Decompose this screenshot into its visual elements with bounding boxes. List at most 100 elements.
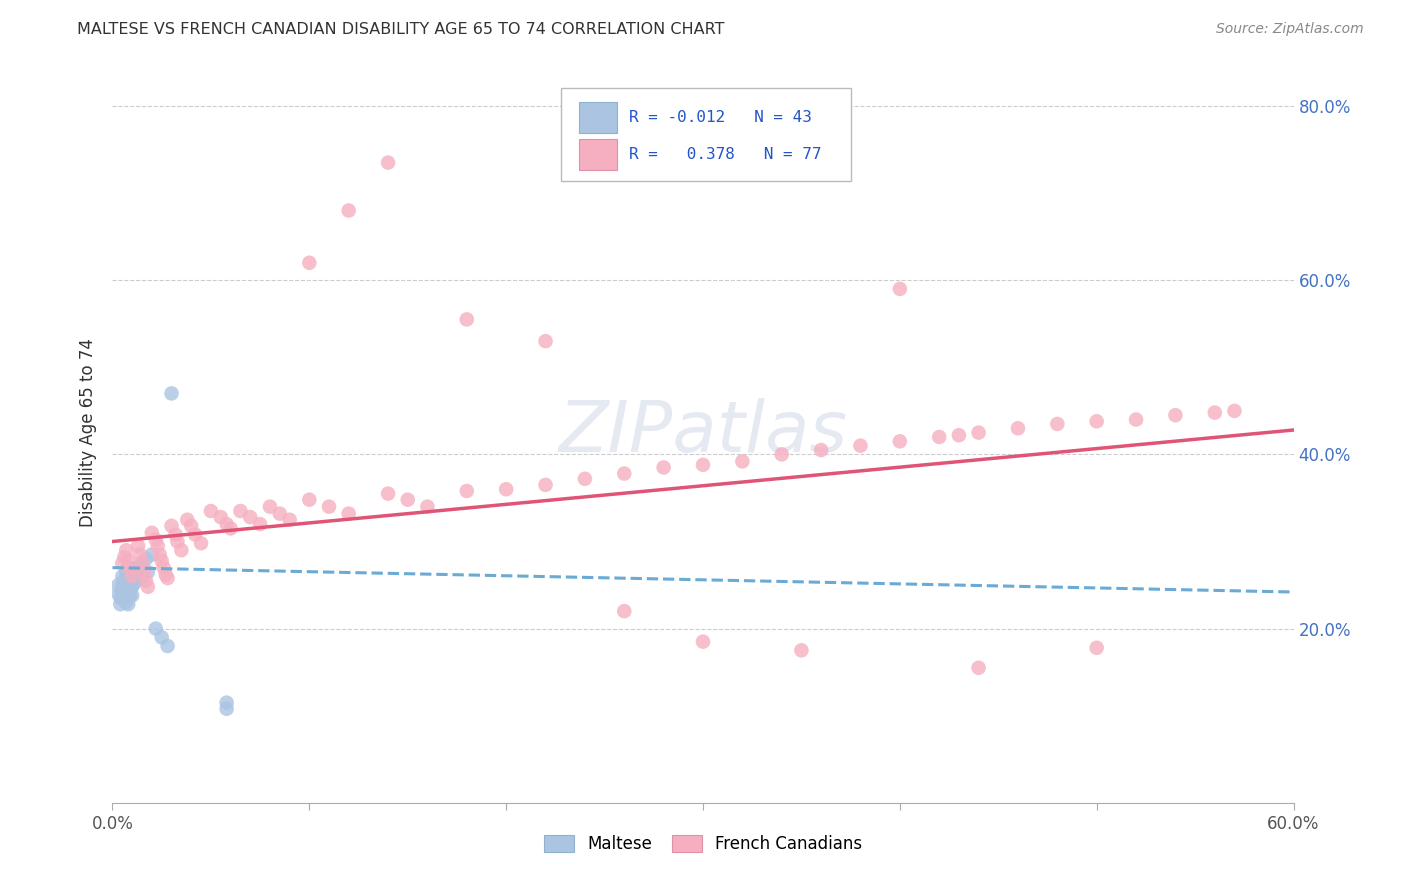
Point: [269, 507, 291, 521]
Point: [298, 492, 321, 507]
Point: [110, 597, 132, 611]
Point: [120, 571, 142, 585]
Point: [141, 525, 163, 540]
Text: ZIPatlas: ZIPatlas: [558, 398, 848, 467]
FancyBboxPatch shape: [579, 102, 617, 133]
Point: [121, 580, 143, 594]
Point: [120, 589, 142, 603]
Point: [215, 696, 238, 710]
Point: [928, 430, 950, 444]
Point: [152, 560, 174, 574]
Point: [770, 447, 793, 461]
Point: [111, 591, 134, 606]
Y-axis label: Disability Age 65 to 74: Disability Age 65 to 74: [79, 338, 97, 527]
Text: R = -0.012   N = 43: R = -0.012 N = 43: [628, 110, 811, 125]
Point: [125, 560, 148, 574]
Point: [132, 565, 155, 579]
Point: [155, 567, 177, 582]
Point: [111, 582, 134, 597]
Point: [149, 548, 172, 562]
Point: [456, 312, 478, 326]
Point: [416, 500, 439, 514]
Point: [810, 443, 832, 458]
Point: [111, 569, 134, 583]
FancyBboxPatch shape: [579, 138, 617, 169]
Point: [652, 460, 675, 475]
Point: [229, 504, 252, 518]
Point: [534, 478, 557, 492]
Text: MALTESE VS FRENCH CANADIAN DISABILITY AGE 65 TO 74 CORRELATION CHART: MALTESE VS FRENCH CANADIAN DISABILITY AG…: [77, 22, 725, 37]
Point: [145, 533, 167, 547]
Point: [110, 591, 132, 606]
Point: [239, 510, 262, 524]
Point: [107, 587, 129, 601]
Point: [117, 567, 139, 582]
Point: [495, 482, 517, 496]
Point: [534, 334, 557, 348]
Point: [259, 500, 281, 514]
Point: [146, 539, 169, 553]
Point: [115, 543, 138, 558]
Text: Source: ZipAtlas.com: Source: ZipAtlas.com: [1216, 22, 1364, 37]
Point: [127, 562, 149, 576]
Point: [121, 569, 143, 583]
Point: [122, 565, 145, 579]
Point: [112, 574, 135, 588]
Point: [967, 425, 990, 440]
Point: [160, 518, 183, 533]
Point: [219, 521, 242, 535]
Point: [121, 571, 143, 585]
Point: [117, 587, 139, 601]
Point: [184, 527, 207, 541]
Point: [115, 582, 138, 597]
Point: [692, 634, 714, 648]
Point: [731, 454, 754, 468]
Point: [337, 507, 360, 521]
Point: [127, 539, 149, 553]
Point: [156, 639, 179, 653]
Point: [1204, 406, 1226, 420]
Point: [1085, 414, 1108, 428]
Point: [180, 518, 202, 533]
Point: [135, 552, 157, 566]
Point: [948, 428, 970, 442]
Point: [150, 630, 173, 644]
Point: [337, 203, 360, 218]
Point: [1223, 404, 1246, 418]
Point: [278, 513, 301, 527]
Point: [170, 543, 193, 558]
Point: [249, 517, 271, 532]
Point: [150, 554, 173, 568]
Point: [111, 578, 134, 592]
Point: [176, 513, 198, 527]
Point: [131, 556, 153, 570]
Point: [889, 434, 911, 449]
Point: [849, 439, 872, 453]
Point: [215, 702, 238, 716]
Point: [112, 582, 135, 597]
FancyBboxPatch shape: [561, 88, 851, 181]
Point: [574, 472, 596, 486]
Point: [692, 458, 714, 472]
Point: [200, 504, 222, 518]
Point: [209, 510, 232, 524]
Point: [125, 574, 148, 588]
Point: [967, 661, 990, 675]
Point: [377, 155, 399, 169]
Point: [190, 536, 212, 550]
Point: [121, 589, 143, 603]
Point: [136, 580, 159, 594]
Point: [377, 486, 399, 500]
Point: [790, 643, 813, 657]
Point: [215, 517, 238, 532]
Point: [166, 534, 188, 549]
Point: [1125, 412, 1147, 426]
Point: [396, 492, 419, 507]
Point: [120, 580, 142, 594]
Point: [117, 597, 139, 611]
Point: [1164, 408, 1187, 422]
Point: [117, 560, 139, 574]
Point: [122, 576, 145, 591]
Point: [107, 578, 129, 592]
Point: [112, 591, 135, 606]
